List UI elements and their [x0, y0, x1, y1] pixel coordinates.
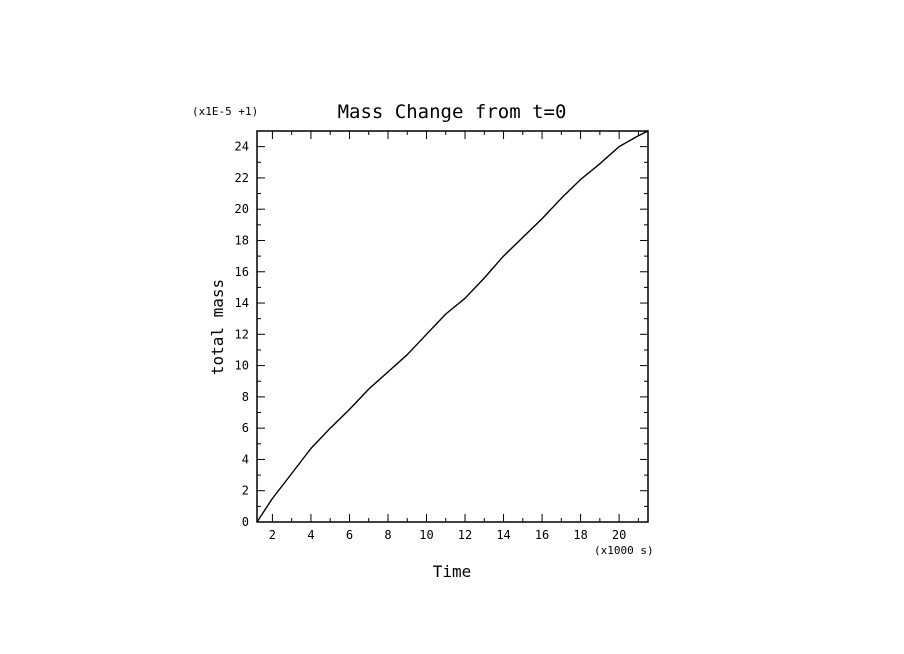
x-tick-label: 8	[384, 528, 391, 542]
x-axis-label: Time	[433, 562, 472, 581]
x-tick-label: 16	[535, 528, 549, 542]
x-tick-label: 6	[346, 528, 353, 542]
y-tick-label: 6	[242, 421, 249, 435]
y-tick-label: 4	[242, 452, 249, 466]
series-line	[256, 130, 649, 523]
x-tick-label: 10	[419, 528, 433, 542]
y-tick-label: 8	[242, 390, 249, 404]
y-tick-label: 14	[235, 296, 249, 310]
x-tick-label: 2	[269, 528, 276, 542]
y-tick-label: 12	[235, 327, 249, 341]
x-tick-label: 14	[496, 528, 510, 542]
x-tick-label: 12	[458, 528, 472, 542]
y-scale-note: (x1E-5 +1)	[192, 105, 258, 118]
y-tick-label: 20	[235, 202, 249, 216]
y-tick-label: 24	[235, 140, 249, 154]
y-tick-label: 18	[235, 233, 249, 247]
x-tick-label: 4	[307, 528, 314, 542]
y-tick-label: 16	[235, 265, 249, 279]
y-tick-label: 22	[235, 171, 249, 185]
y-tick-label: 2	[242, 484, 249, 498]
plot-frame	[256, 130, 649, 523]
y-tick-label: 10	[235, 359, 249, 373]
y-tick-label: 0	[242, 515, 249, 529]
y-axis-label: total mass	[208, 279, 227, 375]
chart-title: Mass Change from t=0	[338, 101, 567, 123]
x-scale-note: (x1000 s)	[594, 544, 654, 557]
x-tick-label: 20	[612, 528, 626, 542]
x-tick-label: 18	[573, 528, 587, 542]
series-group	[256, 130, 649, 523]
